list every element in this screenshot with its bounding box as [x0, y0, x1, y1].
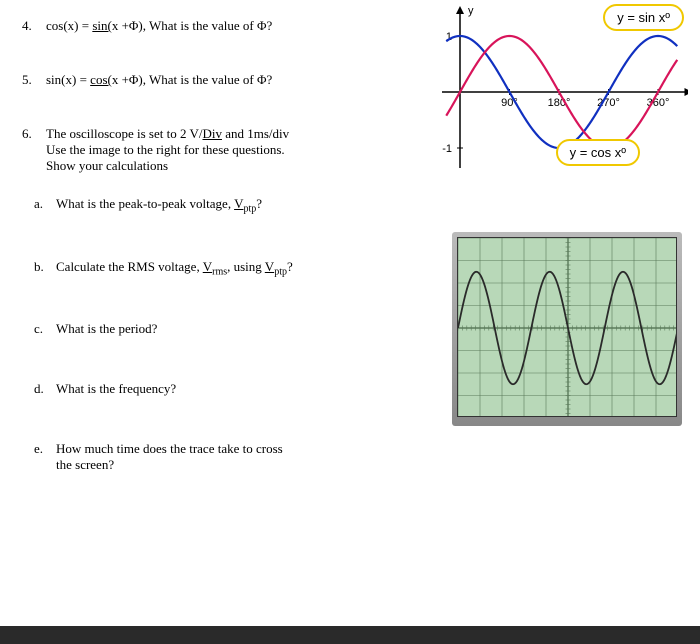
- q5-underline: cos(: [90, 72, 112, 87]
- oscilloscope-frame: [452, 232, 682, 426]
- sin-cos-graph: yx1-190°180°270°360° y = sin xº y = cos …: [412, 0, 688, 170]
- q6e-line2: the screen?: [56, 457, 283, 473]
- q6b-var1: V: [203, 259, 212, 274]
- q6a-sub: ptp: [243, 204, 256, 215]
- q5-part-a: sin(x) =: [46, 72, 90, 87]
- q6-l1a: The oscilloscope is set to 2 V/: [46, 126, 202, 141]
- q6d-letter: d.: [34, 381, 56, 397]
- q5-part-b: x +Φ), What is the value of Φ?: [112, 72, 272, 87]
- q6e-letter: e.: [34, 441, 56, 473]
- q6c-text: What is the period?: [56, 321, 157, 337]
- q6c-letter: c.: [34, 321, 56, 337]
- q6b-q: ?: [287, 259, 293, 274]
- q6e-text: How much time does the trace take to cro…: [56, 441, 283, 473]
- q4-number: 4.: [22, 18, 46, 34]
- sin-label-badge: y = sin xº: [603, 4, 684, 31]
- q4-part-a: cos(x) =: [46, 18, 92, 33]
- q6b-t: Calculate the RMS voltage,: [56, 259, 203, 274]
- svg-text:-1: -1: [442, 143, 452, 155]
- q6b-var2: V: [265, 259, 274, 274]
- svg-text:y: y: [468, 5, 474, 17]
- question-6e: e. How much time does the trace take to …: [22, 441, 678, 473]
- q6-number: 6.: [22, 126, 46, 142]
- q6a-letter: a.: [34, 196, 56, 215]
- question-6a: a. What is the peak-to-peak voltage, Vpt…: [22, 196, 678, 215]
- q6a-u: Vptp: [234, 196, 256, 211]
- q5-number: 5.: [22, 72, 46, 88]
- q6b-text: Calculate the RMS voltage, Vrms, using V…: [56, 259, 293, 278]
- q6e-line1: How much time does the trace take to cro…: [56, 441, 283, 457]
- q6b-mid: , using: [227, 259, 265, 274]
- q4-part-b: x +Φ), What is the value of Φ?: [112, 18, 272, 33]
- q6-l1u: Div: [202, 126, 222, 141]
- q6-l1b: and 1ms/div: [222, 126, 289, 141]
- q6b-sub1: rms: [212, 266, 227, 277]
- q6a-text: What is the peak-to-peak voltage, Vptp?: [56, 196, 262, 215]
- q6d-text: What is the frequency?: [56, 381, 176, 397]
- q6a-t: What is the peak-to-peak voltage,: [56, 196, 234, 211]
- q6b-sub2: ptp: [274, 266, 287, 277]
- q4-underline: sin(: [92, 18, 112, 33]
- oscilloscope-svg: [457, 237, 677, 417]
- cos-label-badge: y = cos xº: [556, 139, 640, 166]
- q6b-u1: Vrms: [203, 259, 227, 274]
- q6b-letter: b.: [34, 259, 56, 278]
- bottom-bar: [0, 626, 700, 644]
- q6b-u2: Vptp: [265, 259, 287, 274]
- q6a-q: ?: [256, 196, 262, 211]
- page-container: 4. cos(x) = sin(x +Φ), What is the value…: [0, 0, 700, 644]
- right-figures: yx1-190°180°270°360° y = sin xº y = cos …: [412, 0, 692, 170]
